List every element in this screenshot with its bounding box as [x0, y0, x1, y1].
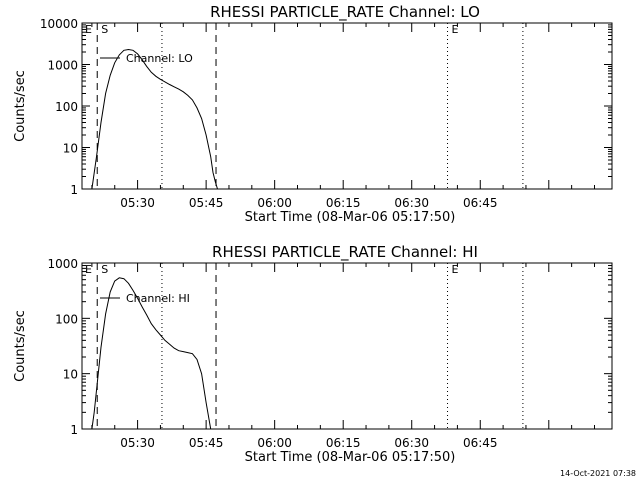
y-axis: 1 10 100 1000 [47, 257, 612, 437]
y-tick-label: 1000 [47, 59, 78, 73]
event-marker-label: E [85, 263, 92, 276]
event-marker-label: E [452, 23, 459, 36]
y-axis: 1 10 100 1000 10000 [40, 17, 612, 197]
y-axis-label: Counts/sec [13, 310, 28, 382]
event-marker-label: S [101, 23, 108, 36]
y-tick-label: 1000 [47, 257, 78, 271]
x-tick-label: 06:30 [394, 196, 429, 210]
y-tick-label: 1 [70, 423, 78, 437]
footer-timestamp: 14-Oct-2021 07:38 [560, 469, 636, 478]
series-line [91, 277, 212, 430]
y-tick-label: 100 [55, 312, 78, 326]
x-tick-label: 06:15 [326, 436, 361, 450]
event-marker-label: S [101, 263, 108, 276]
x-tick-label: 06:45 [463, 436, 498, 450]
panel-hi: RHESSI PARTICLE_RATE Channel: HI 1 10 100 10… [13, 243, 613, 465]
x-axis: 05:30 05:45 06:00 06:15 06:30 06:45 [91, 263, 595, 450]
x-tick-label: 05:30 [120, 436, 155, 450]
x-tick-label: 05:45 [189, 436, 224, 450]
x-tick-label: 06:45 [463, 196, 498, 210]
x-tick-label: 06:15 [326, 196, 361, 210]
y-axis-label: Counts/sec [13, 70, 28, 142]
y-tick-label: 1 [70, 183, 78, 197]
series-line [91, 48, 218, 190]
x-axis-label: Start Time (08-Mar-06 05:17:50) [245, 450, 456, 465]
x-tick-label: 06:00 [257, 196, 292, 210]
x-tick-label: 06:30 [394, 436, 429, 450]
panel-lo: RHESSI PARTICLE_RATE Channel: LO 1 10 100 10… [13, 3, 613, 225]
x-axis: 05:30 05:45 06:00 06:15 06:30 06:45 [91, 23, 595, 210]
x-axis-label: Start Time (08-Mar-06 05:17:50) [245, 210, 456, 225]
y-tick-label: 100 [55, 100, 78, 114]
legend-label: Channel: HI [126, 292, 190, 305]
x-tick-label: 06:00 [257, 436, 292, 450]
x-tick-label: 05:45 [189, 196, 224, 210]
y-tick-label: 10 [63, 368, 78, 382]
y-tick-label: 10 [63, 142, 78, 156]
x-tick-label: 05:30 [120, 196, 155, 210]
chart-title: RHESSI PARTICLE_RATE Channel: LO [210, 3, 480, 22]
y-tick-label: 10000 [40, 17, 78, 31]
plot-frame [81, 262, 613, 430]
event-marker-label: E [452, 263, 459, 276]
event-marker-label: E [85, 23, 92, 36]
chart-title: RHESSI PARTICLE_RATE Channel: HI [212, 243, 478, 262]
legend-label: Channel: LO [126, 52, 193, 65]
